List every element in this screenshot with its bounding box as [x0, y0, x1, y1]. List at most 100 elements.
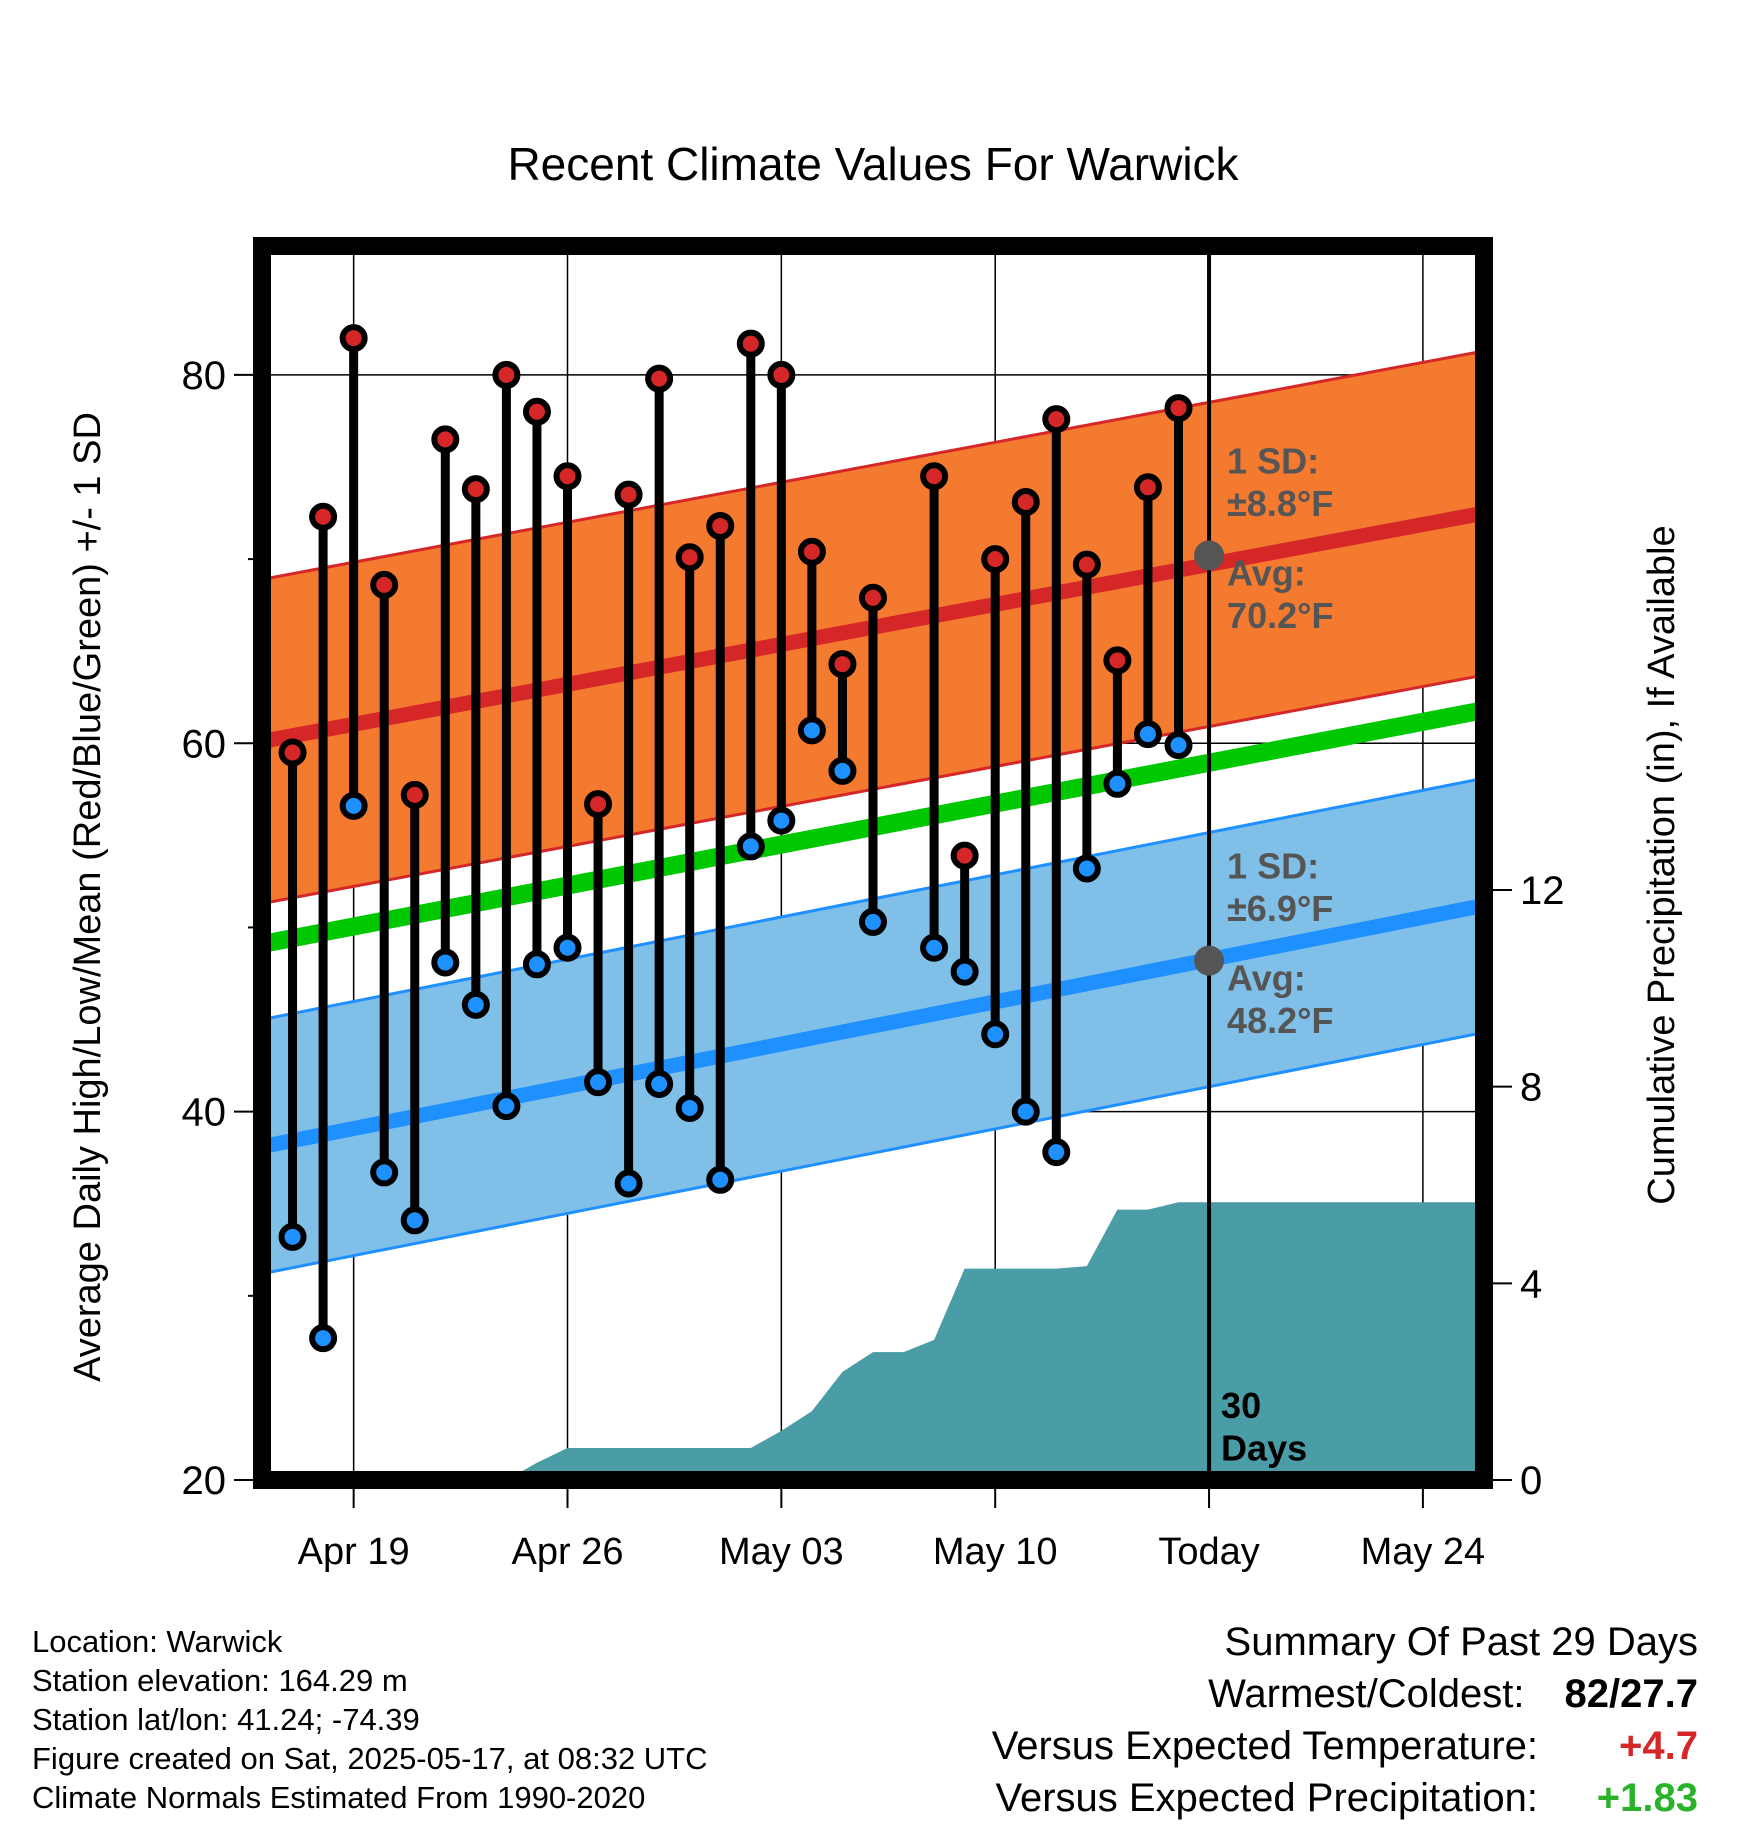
- daily-low-point: [736, 832, 765, 861]
- low-sd-annotation-line: ±6.9°F: [1227, 888, 1333, 929]
- daily-high-point: [400, 780, 429, 809]
- precip-anomaly-value: +1.83: [1596, 1776, 1698, 1820]
- precip-anomaly-label: Versus Expected Precipitation:: [995, 1776, 1538, 1820]
- daily-high-point: [370, 570, 399, 599]
- daily-high-point: [920, 462, 949, 491]
- daily-high-point: [1042, 405, 1071, 434]
- daily-high-point: [522, 397, 551, 426]
- daily-high-point: [767, 360, 796, 389]
- daily-low-point: [278, 1222, 307, 1251]
- daily-high-point: [1133, 473, 1162, 502]
- daily-high-point: [950, 841, 979, 870]
- x-tick-label: May 24: [1361, 1531, 1486, 1573]
- low-sd-annotation-line: 1 SD:: [1227, 846, 1319, 887]
- summary-row-extremes: Warmest/Coldest: 82/27.7: [798, 1668, 1698, 1720]
- daily-high-point: [1011, 488, 1040, 517]
- summary-row-temperature: Versus Expected Temperature: +4.7: [798, 1720, 1698, 1772]
- window-annotation-line: 30: [1221, 1385, 1261, 1426]
- daily-low-point: [1133, 720, 1162, 749]
- daily-low-point: [1042, 1138, 1071, 1167]
- daily-high-point: [614, 480, 643, 509]
- daily-low-point: [706, 1165, 735, 1194]
- y-tick-label: 20: [182, 1459, 227, 1503]
- chart-title: Recent Climate Values For Warwick: [507, 138, 1239, 190]
- low-avg-annotation-line: Avg:: [1227, 958, 1306, 999]
- daily-low-point: [339, 791, 368, 820]
- location-text: Location: Warwick: [32, 1624, 283, 1659]
- daily-low-point: [553, 933, 582, 962]
- x-tick-label: Apr 26: [512, 1531, 624, 1573]
- daily-high-point: [492, 360, 521, 389]
- high-band-upper-edge: [262, 349, 1484, 581]
- daily-high-point: [339, 324, 368, 353]
- window-annotation: 30 Days: [1221, 1385, 1307, 1468]
- high-avg-marker: [1194, 540, 1225, 571]
- daily-high-point: [736, 329, 765, 358]
- daily-low-point: [828, 756, 857, 785]
- low-avg-annotation-line: 48.2°F: [1227, 1000, 1333, 1041]
- daily-high-point: [1072, 550, 1101, 579]
- low-avg-marker: [1194, 945, 1225, 976]
- daily-high-point: [1103, 646, 1132, 675]
- daily-low-point: [950, 957, 979, 986]
- x-tick-label: Today: [1158, 1531, 1259, 1573]
- temp-anomaly-value: +4.7: [1619, 1724, 1698, 1768]
- low-normal-line: [262, 898, 1484, 1154]
- daily-high-point: [797, 537, 826, 566]
- high-avg-annotation-line: 70.2°F: [1227, 595, 1333, 636]
- daily-low-point: [645, 1070, 674, 1099]
- y-tick-label: 80: [182, 354, 227, 398]
- latlon-text: Station lat/lon: 41.24; -74.39: [32, 1702, 420, 1737]
- daily-high-point: [828, 650, 857, 679]
- precip-area: [262, 1202, 1484, 1480]
- daily-low-point: [522, 950, 551, 979]
- x-tick-label: May 03: [719, 1531, 844, 1573]
- daily-low-point: [675, 1093, 704, 1122]
- high-avg-annotation-line: Avg:: [1227, 552, 1306, 593]
- warmest-coldest-value: 82/27.7: [1564, 1672, 1698, 1716]
- daily-high-point: [675, 543, 704, 572]
- y-tick-label: 60: [182, 722, 227, 766]
- daily-high-point: [1164, 394, 1193, 423]
- high-sd-annotation-line: ±8.8°F: [1227, 483, 1333, 524]
- low-sd-annotation: 1 SD: ±6.9°F: [1227, 846, 1333, 929]
- daily-high-point: [645, 364, 674, 393]
- daily-high-point: [584, 790, 613, 819]
- daily-high-point: [859, 583, 887, 612]
- daily-low-point: [400, 1206, 429, 1235]
- daily-low-point: [461, 990, 490, 1019]
- temp-anomaly-label: Versus Expected Temperature:: [991, 1724, 1538, 1768]
- y-axis-label: Average Daily High/Low/Mean (Red/Blue/Gr…: [67, 412, 109, 1382]
- station-info: Location: Warwick Station elevation: 164…: [32, 1622, 708, 1817]
- summary-row-precipitation: Versus Expected Precipitation: +1.83: [798, 1772, 1698, 1824]
- daily-high-point: [431, 425, 460, 454]
- high-avg-annotation: Avg: 70.2°F: [1227, 552, 1333, 635]
- daily-low-point: [920, 933, 949, 962]
- daily-low-point: [859, 907, 887, 936]
- daily-high-point: [278, 738, 307, 767]
- created-text: Figure created on Sat, 2025-05-17, at 08…: [32, 1741, 708, 1776]
- y2-tick-label: 4: [1520, 1262, 1542, 1306]
- y2-tick-label: 0: [1520, 1459, 1542, 1503]
- daily-high-point: [553, 462, 582, 491]
- daily-low-point: [1011, 1097, 1040, 1126]
- daily-low-point: [1164, 731, 1193, 760]
- plot-area: [262, 246, 1484, 1480]
- daily-low-point: [1103, 769, 1132, 798]
- y2-axis-label: Cumulative Precipitation (in), If Availa…: [1641, 525, 1683, 1204]
- plot-frame: [253, 237, 1493, 1489]
- normals-text: Climate Normals Estimated From 1990-2020: [32, 1780, 646, 1815]
- daily-low-point: [797, 716, 826, 745]
- y2-tick-label: 12: [1520, 869, 1565, 913]
- low-band-lower-edge: [262, 1030, 1484, 1276]
- daily-high-point: [461, 475, 490, 504]
- x-tick-label: Apr 19: [298, 1531, 410, 1573]
- daily-low-point: [614, 1169, 643, 1198]
- daily-low-point: [1072, 854, 1101, 883]
- daily-high-point: [706, 511, 735, 540]
- high-sd-annotation-line: 1 SD:: [1227, 440, 1319, 481]
- low-avg-annotation: Avg: 48.2°F: [1227, 958, 1333, 1041]
- y2-tick-label: 8: [1520, 1066, 1542, 1110]
- warmest-coldest-label: Warmest/Coldest:: [1208, 1672, 1525, 1716]
